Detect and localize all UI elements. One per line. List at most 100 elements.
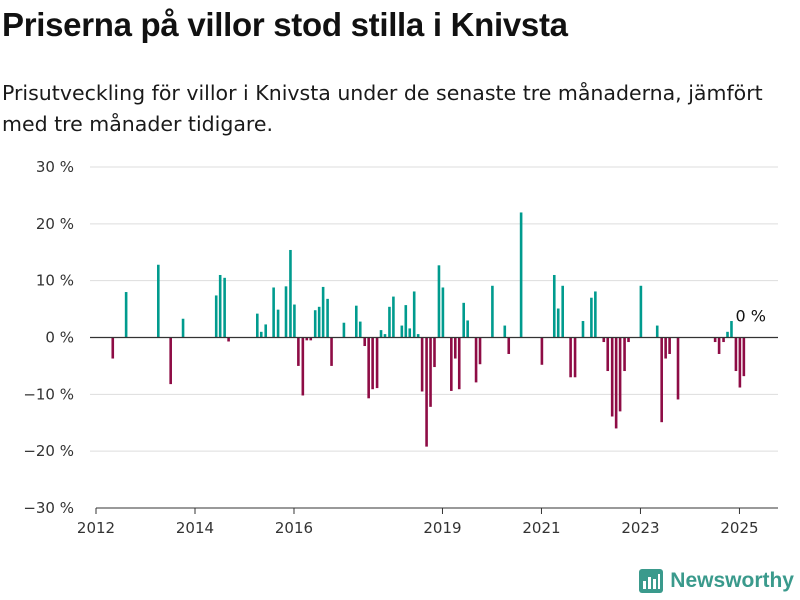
bar <box>717 337 721 354</box>
bar <box>676 337 680 400</box>
bar <box>618 337 622 412</box>
bar <box>655 325 659 338</box>
latest-value-annotation: 0 % <box>735 307 765 326</box>
bar <box>169 337 172 385</box>
bar <box>602 337 606 343</box>
newsworthy-logo-text: Newsworthy <box>670 569 794 592</box>
bar <box>540 337 544 365</box>
bar <box>450 337 453 391</box>
chart-subtitle: Prisutveckling för villor i Knivsta unde… <box>2 81 763 136</box>
bar <box>713 337 717 343</box>
bar <box>590 297 593 338</box>
chart-title: Priserna på villor stod stilla i Knivsta <box>2 6 568 43</box>
bar <box>388 306 391 338</box>
bar <box>730 321 733 338</box>
x-tick-label: 2012 <box>77 519 115 537</box>
bar <box>416 334 420 338</box>
y-tick-label: −30 % <box>23 499 74 517</box>
bar <box>627 337 630 343</box>
y-tick-label: 10 % <box>36 272 74 290</box>
bar <box>457 337 461 390</box>
bar <box>408 328 412 338</box>
bar <box>223 277 226 338</box>
x-tick-label: 2014 <box>176 519 214 537</box>
bar <box>742 337 746 377</box>
bar <box>342 322 346 338</box>
x-tick-label: 2019 <box>423 519 461 537</box>
bar <box>124 292 128 338</box>
x-tick-label: 2021 <box>522 519 560 537</box>
bar <box>354 305 358 338</box>
bar <box>660 337 663 423</box>
bar <box>594 291 597 338</box>
bar <box>474 337 478 383</box>
bar <box>412 291 416 338</box>
bar <box>429 337 432 407</box>
bar <box>264 324 268 338</box>
bars <box>111 212 746 447</box>
bar <box>503 325 507 338</box>
bar <box>610 337 614 417</box>
bar <box>437 265 441 338</box>
bar <box>466 320 469 338</box>
bar <box>301 337 305 396</box>
bar <box>383 334 387 338</box>
bar <box>289 249 292 338</box>
bar <box>606 337 610 372</box>
bar <box>404 305 408 338</box>
bar <box>581 321 585 338</box>
bar <box>738 337 742 388</box>
bar <box>363 337 367 347</box>
bar <box>321 286 325 338</box>
bar <box>214 295 218 338</box>
bar <box>111 337 115 359</box>
bar <box>218 274 222 338</box>
bar <box>284 286 288 338</box>
x-tick-label: 2016 <box>275 519 313 537</box>
y-axis-ticks: 30 % 20 % 10 % 0 % −10 % −20 % −30 % <box>23 158 74 517</box>
bar <box>433 337 436 368</box>
bar <box>379 330 383 338</box>
bar <box>507 337 511 354</box>
bar <box>462 302 465 338</box>
bar <box>392 296 395 338</box>
bar <box>313 310 317 338</box>
bar <box>491 285 494 338</box>
bar <box>297 337 300 366</box>
bar <box>293 304 296 338</box>
y-tick-label: −20 % <box>23 442 74 460</box>
bar <box>668 337 671 354</box>
bar <box>326 298 329 338</box>
bar <box>556 308 560 338</box>
bar <box>425 337 428 447</box>
y-tick-label: 0 % <box>45 329 74 347</box>
bar <box>441 287 445 338</box>
bar <box>453 337 457 359</box>
bar <box>358 321 362 338</box>
bar <box>330 337 333 366</box>
y-tick-label: 30 % <box>36 158 74 176</box>
bar <box>309 337 313 341</box>
bar <box>371 337 374 390</box>
x-tick-label: 2025 <box>720 519 758 537</box>
x-tick-label: 2023 <box>621 519 659 537</box>
bar <box>623 337 626 372</box>
bar <box>375 337 379 389</box>
bar <box>726 331 729 338</box>
bar <box>734 337 738 372</box>
bar <box>276 309 280 338</box>
bar <box>400 325 404 338</box>
bar <box>664 337 667 359</box>
bar <box>157 264 160 338</box>
bar <box>552 274 556 338</box>
newsworthy-logo: Newsworthy <box>638 568 794 594</box>
bar <box>614 337 618 429</box>
bar <box>259 331 263 338</box>
bar <box>519 212 523 338</box>
bar <box>181 318 185 338</box>
bar <box>367 337 370 399</box>
bar <box>227 337 230 342</box>
y-tick-label: −10 % <box>23 385 74 403</box>
bar-chart: 30 % 20 % 10 % 0 % −10 % −20 % −30 % 2012 2014 2… <box>23 158 778 537</box>
y-tick-label: 20 % <box>36 215 74 233</box>
